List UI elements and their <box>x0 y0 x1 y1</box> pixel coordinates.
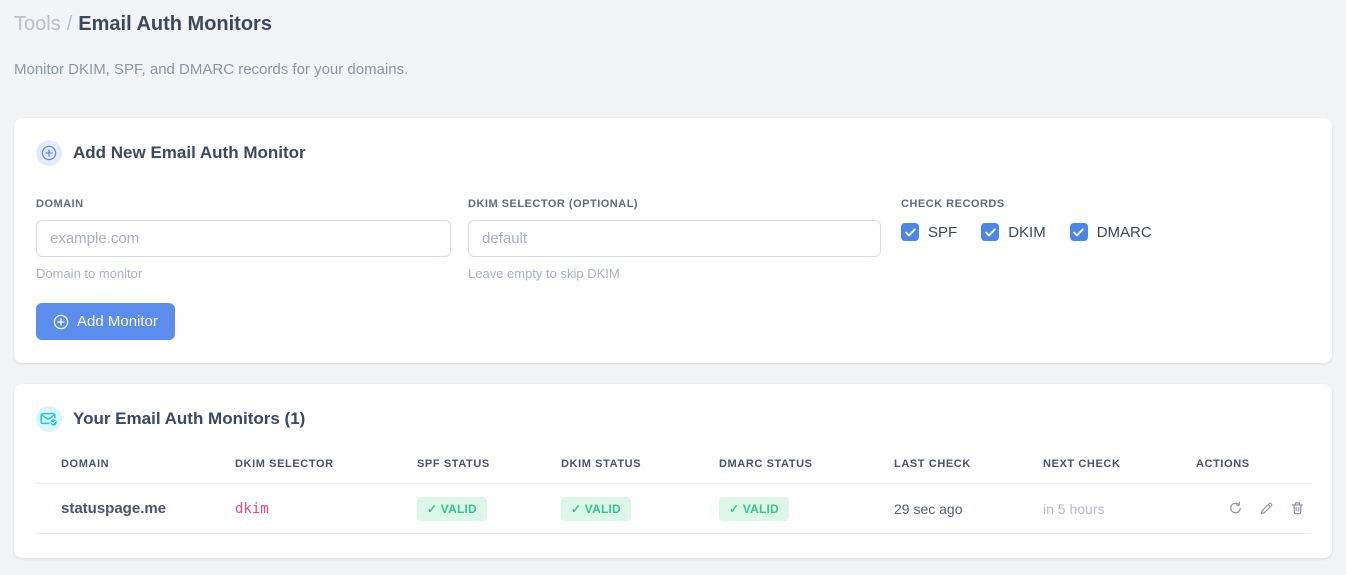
domain-field-group: DOMAIN Domain to monitor <box>36 198 451 281</box>
add-monitor-card-header: Add New Email Auth Monitor <box>36 140 1310 166</box>
check-records-row: SPF DKIM DMARC <box>901 223 1152 241</box>
checkbox-dkim-label: DKIM <box>1008 223 1046 241</box>
cell-domain: statuspage.me <box>61 500 167 517</box>
table-row: statuspage.me dkim ✓ VALID ✓ VALID ✓ VAL… <box>36 484 1310 534</box>
column-header-last-check: LAST CHECK <box>894 458 971 470</box>
checkbox-dmarc-label: DMARC <box>1096 223 1152 241</box>
checkbox-dmarc[interactable]: DMARC <box>1069 223 1152 241</box>
cell-next-check: in 5 hours <box>1043 500 1105 517</box>
page-title: Email Auth Monitors <box>78 13 272 35</box>
monitors-card-header: Your Email Auth Monitors (1) <box>36 406 1310 432</box>
page-header: Tools / Email Auth Monitors Monitor DKIM, … <box>14 12 1332 78</box>
column-header-next-check: NEXT CHECK <box>1043 458 1121 470</box>
breadcrumb-tools-link[interactable]: Tools <box>14 13 61 35</box>
add-monitor-button-label: Add Monitor <box>77 313 158 330</box>
dkim-selector-helper: Leave empty to skip DKIM <box>468 266 620 281</box>
domain-label: DOMAIN <box>36 198 84 210</box>
column-header-actions: ACTIONS <box>1196 458 1250 470</box>
plus-circle-icon <box>53 314 69 330</box>
check-records-label: CHECK RECORDS <box>901 198 1005 210</box>
checkbox-dkim[interactable]: DKIM <box>981 223 1046 241</box>
dmarc-status-badge: ✓ VALID <box>719 496 789 521</box>
edit-icon[interactable] <box>1257 500 1275 518</box>
checkbox-spf[interactable]: SPF <box>901 223 957 241</box>
dkim-selector-label: DKIM SELECTOR (OPTIONAL) <box>468 198 639 210</box>
checkbox-spf-label: SPF <box>928 223 958 241</box>
checkbox-checked-icon[interactable] <box>901 223 919 241</box>
add-monitor-button[interactable]: Add Monitor <box>36 303 175 340</box>
monitors-card-title: Your Email Auth Monitors (1) <box>73 409 306 428</box>
refresh-icon[interactable] <box>1226 500 1244 518</box>
check-records-group: CHECK RECORDS SPF DKIM <box>901 198 1152 281</box>
breadcrumb: Tools / Email Auth Monitors <box>14 12 1332 36</box>
column-header-spf-status: SPF STATUS <box>417 458 490 470</box>
cell-dkim-selector: dkim <box>235 500 269 517</box>
cell-actions <box>1196 500 1310 518</box>
cell-dmarc-status: ✓ VALID <box>719 496 894 521</box>
table-header-row: DOMAIN DKIM SELECTOR SPF STATUS DKIM STA… <box>36 458 1310 484</box>
dkim-selector-field-group: DKIM SELECTOR (OPTIONAL) Leave empty to … <box>468 198 881 281</box>
monitors-card: Your Email Auth Monitors (1) DOMAIN DKIM… <box>14 384 1332 558</box>
column-header-dkim-selector: DKIM SELECTOR <box>235 458 334 470</box>
add-monitor-card-title: Add New Email Auth Monitor <box>73 143 306 162</box>
domain-helper: Domain to monitor <box>36 266 143 281</box>
dkim-status-badge: ✓ VALID <box>561 496 631 521</box>
add-monitor-form: DOMAIN Domain to monitor DKIM SELECTOR (… <box>36 198 1310 281</box>
dkim-selector-input[interactable] <box>468 220 881 257</box>
domain-input[interactable] <box>36 220 451 257</box>
checkbox-checked-icon[interactable] <box>1069 223 1088 241</box>
email-check-icon <box>36 406 62 432</box>
checkbox-checked-icon[interactable] <box>981 223 1000 241</box>
column-header-dmarc-status: DMARC STATUS <box>719 458 813 470</box>
cell-dkim-status: ✓ VALID <box>561 496 719 521</box>
column-header-domain: DOMAIN <box>61 458 110 470</box>
spf-status-badge: ✓ VALID <box>417 496 487 521</box>
cell-last-check: 29 sec ago <box>894 500 963 517</box>
cell-spf-status: ✓ VALID <box>417 496 561 521</box>
column-header-dkim-status: DKIM STATUS <box>561 458 642 470</box>
email-auth-monitors-page: Tools / Email Auth Monitors Monitor DKIM, … <box>14 12 1332 558</box>
breadcrumb-separator: / <box>66 13 73 35</box>
plus-circle-icon <box>36 140 62 166</box>
add-monitor-card: Add New Email Auth Monitor DOMAIN Domain… <box>14 118 1332 363</box>
delete-icon[interactable] <box>1288 500 1306 518</box>
monitors-table: DOMAIN DKIM SELECTOR SPF STATUS DKIM STA… <box>36 458 1310 534</box>
page-subtitle: Monitor DKIM, SPF, and DMARC records for… <box>14 61 409 78</box>
